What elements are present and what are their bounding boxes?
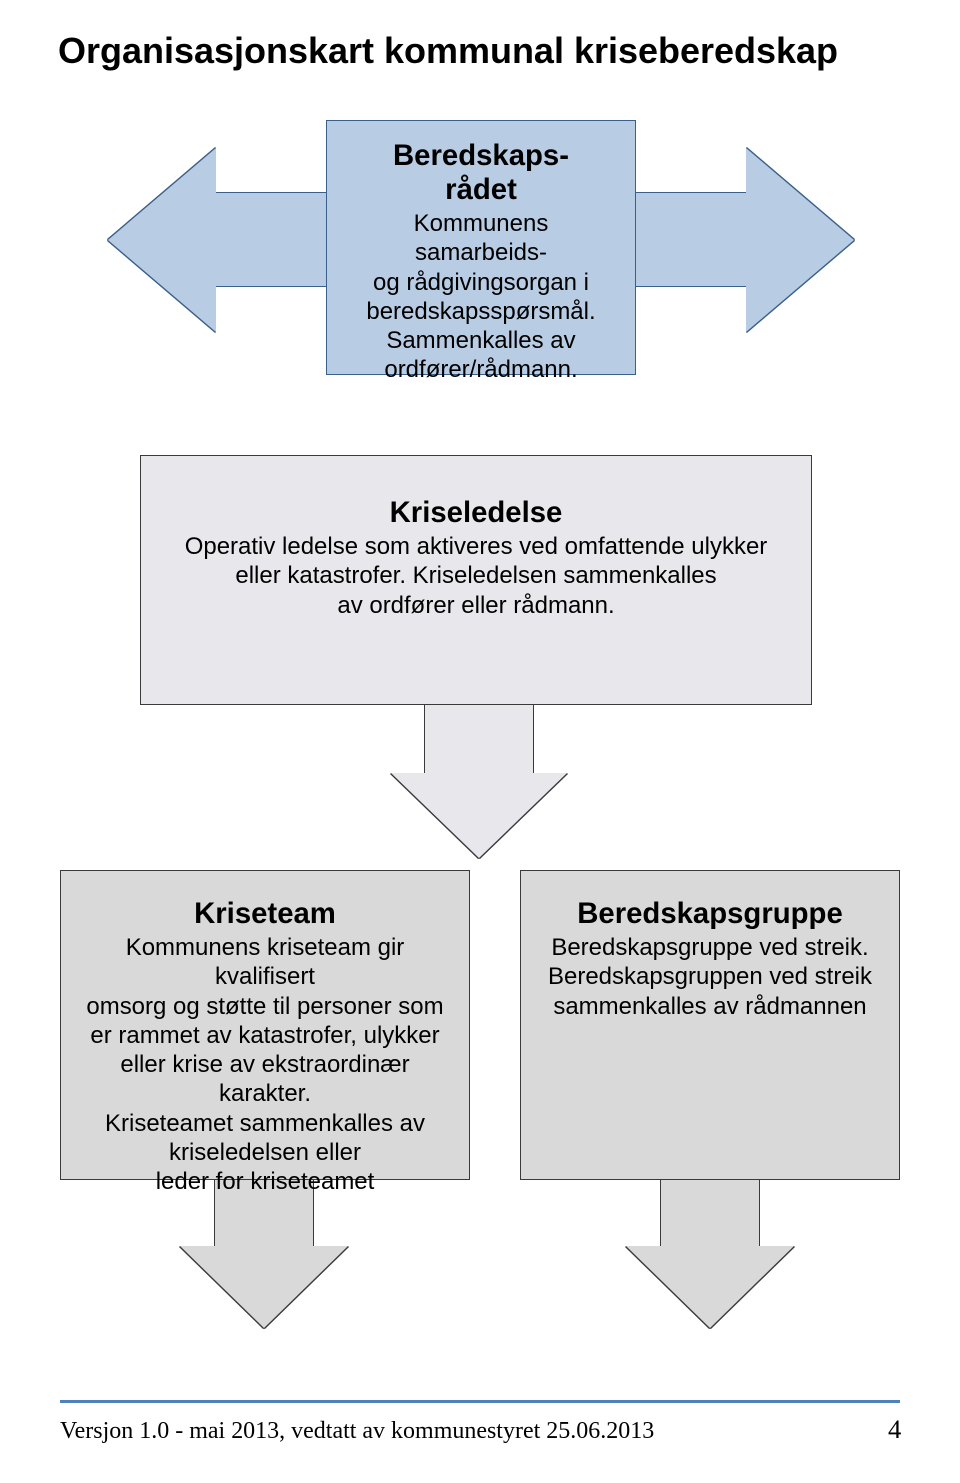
box-beredskapsgruppe: Beredskapsgruppe Beredskapsgruppe ved st…: [520, 870, 900, 1180]
arrow-left-head: [108, 148, 216, 332]
arrow-left-tail: [216, 192, 326, 287]
arrow-mid-down-head: [391, 773, 567, 858]
box-beredskapsgruppe-title: Beredskapsgruppe: [541, 897, 879, 931]
box-kriseledelse-body: Operativ ledelse som aktiveres ved omfat…: [161, 532, 791, 620]
arrow-bottom-right-head: [626, 1246, 794, 1328]
arrow-bottom-left-head: [180, 1246, 348, 1328]
page: Organisasjonskart kommunal kriseberedska…: [0, 0, 960, 1483]
box-kriseledelse-title: Kriseledelse: [161, 496, 791, 530]
footer-divider: [60, 1400, 900, 1403]
box-beredskapsradet-inner: Beredskaps-rådet Kommunens samarbeids-og…: [327, 121, 635, 405]
box-beredskapsradet: Beredskaps-rådet Kommunens samarbeids-og…: [326, 120, 636, 375]
box-kriseteam-title: Kriseteam: [81, 897, 449, 931]
box-beredskapsradet-body: Kommunens samarbeids-og rådgivingsorgan …: [347, 209, 615, 385]
footer-text: Versjon 1.0 - mai 2013, vedtatt av kommu…: [60, 1418, 654, 1445]
page-title: Organisasjonskart kommunal kriseberedska…: [58, 30, 838, 72]
arrow-right-tail: [636, 192, 746, 287]
box-kriseteam-body: Kommunens kriseteam gir kvalifisertomsor…: [81, 933, 449, 1196]
box-beredskapsgruppe-inner: Beredskapsgruppe Beredskapsgruppe ved st…: [521, 871, 899, 1041]
box-beredskapsradet-title: Beredskaps-rådet: [347, 139, 615, 207]
box-beredskapsgruppe-body: Beredskapsgruppe ved streik.Beredskapsgr…: [541, 933, 879, 1021]
box-kriseledelse-inner: Kriseledelse Operativ ledelse som aktive…: [141, 456, 811, 640]
arrow-mid-down-tail: [424, 705, 534, 773]
footer-page-number: 4: [888, 1414, 901, 1445]
box-kriseteam: Kriseteam Kommunens kriseteam gir kvalif…: [60, 870, 470, 1180]
box-kriseteam-inner: Kriseteam Kommunens kriseteam gir kvalif…: [61, 871, 469, 1216]
arrow-bottom-right-tail: [660, 1180, 760, 1246]
arrow-right-head: [746, 148, 854, 332]
box-kriseledelse: Kriseledelse Operativ ledelse som aktive…: [140, 455, 812, 705]
